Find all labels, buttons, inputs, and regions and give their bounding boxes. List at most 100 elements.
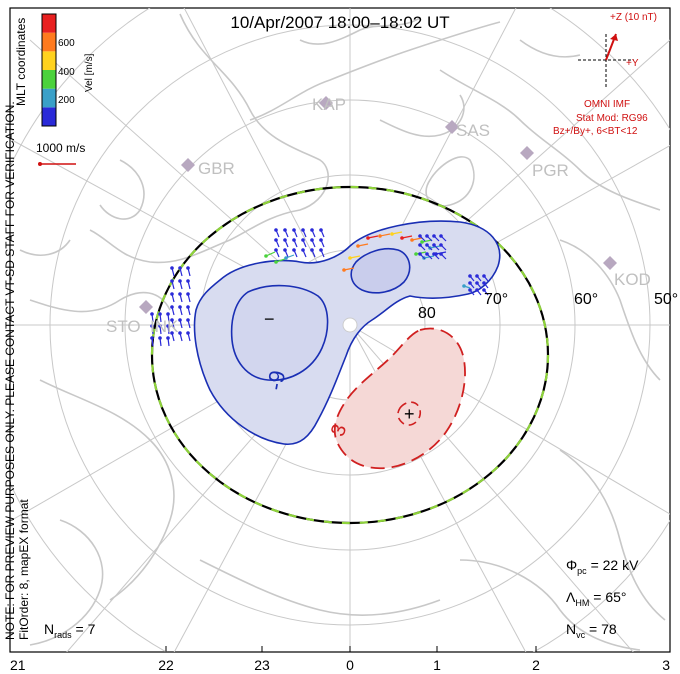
station-label-kap: KAP — [312, 95, 346, 114]
contour-label-neg: -9 — [262, 368, 290, 392]
velocity-vector-origin — [158, 312, 162, 316]
velocity-vector-origin — [390, 232, 394, 236]
velocity-vector-origin — [342, 268, 346, 272]
velocity-vector-origin — [283, 238, 287, 242]
velocity-vector-origin — [475, 274, 479, 278]
colorbar-outline — [41, 13, 57, 127]
velocity-vector-origin — [378, 234, 382, 238]
positive-contour-inner — [397, 401, 422, 426]
colorbar-tick-200: 200 — [58, 95, 75, 106]
nrads-stat: Nrads = 7 — [44, 621, 96, 640]
velocity-vector-origin — [274, 228, 278, 232]
velocity-vector-origin — [301, 248, 305, 252]
velocity-vector-origin — [284, 256, 288, 260]
velocity-vector-origin — [482, 274, 486, 278]
velocity-vector-origin — [418, 243, 422, 247]
velocity-vector-origin — [178, 266, 182, 270]
mlt-tick-label: 3 — [662, 657, 670, 673]
velocity-vector-origin — [410, 238, 414, 242]
velocity-vector-origin — [432, 252, 436, 256]
station-marker-gbr — [181, 158, 195, 172]
colorbar-swatch — [42, 88, 56, 108]
colorbar-title: Vel [m/s] — [84, 53, 95, 92]
velocity-vector-origin — [425, 243, 429, 247]
velocity-vector-origin — [186, 279, 190, 283]
velocity-vector-origin — [158, 336, 162, 340]
lat-label-70: 70° — [484, 291, 508, 308]
velocity-vector-origin — [274, 238, 278, 242]
velocity-vector-origin — [186, 292, 190, 296]
velocity-vector-origin — [468, 281, 472, 285]
colorbar-swatch — [42, 70, 56, 89]
colorbar-swatch — [42, 51, 56, 70]
velocity-vector-origin — [170, 305, 174, 309]
velocity-vector-origin — [186, 305, 190, 309]
velocity-vector-origin — [186, 266, 190, 270]
station-label-kod: KOD — [614, 270, 651, 289]
imf-conditions: Bz+/By+, 6<BT<12 — [553, 126, 638, 137]
velocity-vector-origin — [432, 234, 436, 238]
velocity-vector-origin — [475, 281, 479, 285]
velocity-vector-origin — [150, 324, 154, 328]
velocity-vector-origin — [482, 281, 486, 285]
velocity-vector-origin — [348, 256, 352, 260]
lambda-hm-stat: ΛHM = 65° — [566, 589, 627, 608]
station-label-sto: STO — [106, 317, 141, 336]
station-label-gbr: GBR — [198, 159, 235, 178]
imf-dial — [578, 33, 634, 88]
velocity-vector-origin — [356, 244, 360, 248]
velocity-vector-origin — [283, 228, 287, 232]
velocity-vector-origin — [425, 252, 429, 256]
magnetic-pole-marker — [342, 317, 358, 333]
velocity-vector-origin — [186, 331, 190, 335]
station-label-pgr: PGR — [532, 161, 569, 180]
velocity-vector-origin — [170, 331, 174, 335]
contour-sign-pos: + — [404, 404, 415, 424]
velocity-vector-origin — [319, 248, 323, 252]
mlt-axis: 21 22 23 0 1 2 3 — [9, 646, 671, 673]
velocity-vector-origin — [310, 228, 314, 232]
velocity-vector-origin — [158, 324, 162, 328]
velocity-vector-origin — [186, 318, 190, 322]
lat-label-80: 80 — [418, 305, 436, 322]
velocity-vector-origin — [310, 238, 314, 242]
velocity-vector-origin — [310, 248, 314, 252]
imf-stat-mod: Stat Mod: RG96 — [576, 113, 648, 124]
mlt-tick-label: 22 — [158, 657, 174, 673]
velocity-vector-origin — [482, 288, 486, 292]
colorbar-swatch — [42, 32, 56, 52]
velocity-colorbar — [41, 13, 57, 127]
velocity-vector-origin — [439, 252, 443, 256]
velocity-vector-origin — [274, 260, 278, 264]
station-marker-sto — [139, 300, 153, 314]
velocity-vector-origin — [166, 336, 170, 340]
nvc-stat: Nvc = 78 — [566, 621, 617, 640]
velocity-vector-origin — [170, 292, 174, 296]
station-marker-kod — [603, 256, 617, 270]
velocity-vector-origin — [170, 266, 174, 270]
velocity-vector-origin — [439, 243, 443, 247]
mlt-tick-label: 21 — [10, 657, 26, 673]
velocity-vector-origin — [166, 324, 170, 328]
velocity-vector-origin — [418, 234, 422, 238]
velocity-vector-origin — [178, 305, 182, 309]
station-marker-kap — [319, 96, 333, 110]
velocity-vector-origin — [475, 288, 479, 292]
velocity-vectors — [150, 228, 489, 347]
velocity-vector-origin — [166, 312, 170, 316]
fit-order-note: FitOrder: 8, mapEX format — [17, 499, 31, 640]
velocity-vector-origin — [418, 252, 422, 256]
velocity-vector-origin — [178, 318, 182, 322]
velocity-vector-origin — [301, 238, 305, 242]
velocity-vector-origin — [264, 254, 268, 258]
velocity-vector-origin — [283, 248, 287, 252]
mlt-tick-label: 1 — [433, 657, 441, 673]
velocity-vector-origin — [425, 234, 429, 238]
velocity-vector-origin — [439, 234, 443, 238]
velocity-vector-origin — [170, 279, 174, 283]
velocity-vector-origin — [432, 243, 436, 247]
mlt-tick-label: 2 — [532, 657, 540, 673]
velocity-vector-origin — [366, 236, 370, 240]
colorbar-swatch — [42, 107, 56, 126]
